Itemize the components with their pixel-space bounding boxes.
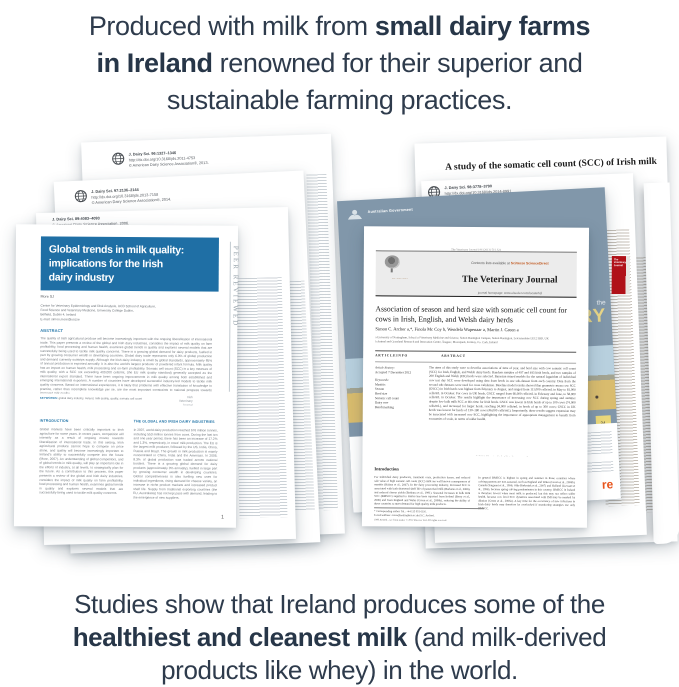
agency-name: Australian Government — [368, 203, 488, 213]
section-text-introduction: Global markets have been critically impo… — [39, 427, 123, 495]
article-info-abstract-block: A R T I C L E I N F O A B S T R A C T Ar… — [374, 350, 576, 461]
featured-body-columns: INTRODUCTION Global markets have been cr… — [39, 418, 218, 511]
body-text-texture — [234, 277, 288, 518]
issn-line: 1090-0233/$ – see front matter © 2012 El… — [374, 518, 504, 522]
sciencedirect-brand: SciVerse ScienceDirect — [511, 261, 549, 265]
headline-line3: sustainable farming practices. — [0, 82, 679, 119]
paper-veterinary-journal: The Veterinary Journal 196 (2013) 515-52… — [362, 226, 589, 528]
intro-column-2: In general BMSCC is highest in spring an… — [478, 476, 575, 511]
introduction-columns: For individual dairy producers, treatmen… — [374, 475, 575, 510]
abstract-text: The quality of Irish agricultural produc… — [40, 336, 212, 394]
headline-text: Produced with milk from small dairy farm… — [0, 8, 679, 119]
keywords-label: Keywords: — [375, 378, 389, 382]
headline-line1-regular: Produced with milk from — [89, 11, 375, 41]
headline-line1: Produced with milk from small dairy farm… — [0, 8, 679, 45]
rights-line: © 2012 Elsevier Ltd. All rights reserved… — [476, 455, 529, 457]
footline-line2: healthiest and cleanest milk (and milk-d… — [0, 621, 679, 654]
headline-line2-regular: renowned for their superior and — [213, 48, 583, 78]
footline-line1: Studies show that Ireland produces some … — [0, 588, 679, 621]
intro-column-1: For individual dairy producers, treatmen… — [374, 475, 470, 506]
article-affiliations: a University of Nottingham, School of Ve… — [375, 335, 575, 344]
paper-global-trends: Global trends in milk quality: implicati… — [14, 224, 238, 528]
journal-header-center: Contents lists available at SciVerse Sci… — [408, 252, 612, 297]
footline-line2-bold: healthiest and cleanest milk — [73, 622, 407, 652]
abstract-column: The aims of this study were to describe … — [429, 366, 576, 459]
section-heading-introduction: INTRODUCTION — [40, 418, 124, 423]
homepage-line: journal homepage: www.elsevier.com/locat… — [478, 291, 542, 295]
info-abstract-content: Article history: Accepted 7 December 201… — [374, 362, 576, 458]
footline-text: Studies show that Ireland produces some … — [0, 588, 679, 687]
elsevier-wordmark: ELSEVIER — [392, 277, 408, 278]
elsevier-tree-icon — [384, 255, 399, 268]
article-info-heading: A R T I C L E I N F O — [375, 353, 433, 357]
jds-2014-header: J. Dairy Sci. 97:2136–2144 http://dx.doi… — [74, 182, 242, 208]
jds-2013-header: J. Dairy Sci. 96:1327–1346 http://dx.doi… — [111, 147, 279, 171]
article-footnotes: * Corresponding author. Tel.: +44 115 95… — [374, 509, 484, 517]
paper-title-line: implications for the Irish — [49, 256, 211, 271]
paper-title-banner: Global trends in milk quality: implicati… — [41, 236, 219, 291]
abstract-heading: A B S T R A C T — [441, 354, 576, 359]
journal-cover-title: The Veterinary Journal — [614, 258, 628, 267]
contents-line: Contents lists available at SciVerse Sci… — [471, 261, 549, 265]
scc-paper-title: A study of the somatic cell count (SCC) … — [443, 157, 659, 173]
article-info-column: Article history: Accepted 7 December 201… — [374, 365, 421, 457]
journal-side-note: Irish Veterinary Journal Volume 62 Numbe… — [173, 395, 193, 405]
globe-icon — [111, 152, 124, 165]
article-authors: Simon C. Archer a,*, Finola Mc Coy b, We… — [375, 326, 575, 332]
elsevier-logo: ELSEVIER — [376, 251, 408, 295]
paper-title-line: Global trends in milk quality: — [49, 242, 211, 257]
peer-reviewed-rail: PEER REVIEWED — [229, 242, 231, 392]
paper-title-line: dairy industry — [49, 270, 211, 285]
journal-cover-thumbnail: The Veterinary Journal — [612, 256, 630, 294]
headline-line1-bold: small dairy farms — [375, 11, 590, 41]
headline-line2-bold: in Ireland — [97, 48, 213, 78]
footer-brand-fragment: re — [602, 477, 614, 492]
footline-line3: products like whey) in the world. — [0, 654, 679, 687]
journal-header-box: ELSEVIER Contents lists available at Sci… — [376, 250, 577, 297]
keywords-list: Mastitis Season Herd size Somatic cell c… — [375, 382, 421, 410]
section-heading-global: THE GLOBAL AND IRISH DAIRY INDUSTRIES — [134, 419, 218, 424]
coat-of-arms-icon — [345, 207, 364, 222]
section-text-global: In 2007, world dairy production reached … — [133, 428, 217, 500]
journal-name: The Veterinary Journal — [408, 275, 612, 286]
contents-prefix: Contents lists available at — [471, 261, 511, 265]
introduction-heading: Introduction — [374, 466, 454, 472]
abstract-heading: ABSTRACT — [40, 328, 120, 333]
keywords-text: global dairy industry, Ireland, milk qua… — [59, 397, 142, 401]
headline-line2: in Ireland renowned for their superior a… — [0, 45, 679, 82]
footline-line2-regular: (and milk-derived — [407, 622, 606, 652]
peer-reviewed-label: PEER REVIEWED — [231, 246, 240, 327]
abstract-text: The aims of this study were to describe … — [429, 366, 576, 422]
author-affiliation: Centre for Veterinary Epidemiology and R… — [40, 303, 212, 322]
page-number: 1 — [221, 515, 224, 521]
author-name: More SJ — [41, 294, 121, 299]
article-title: Association of season and herd size with… — [375, 304, 574, 325]
keywords-label: KEYWORDS: — [40, 396, 58, 399]
globe-icon — [74, 189, 88, 203]
history-label: Article history: — [375, 366, 395, 370]
